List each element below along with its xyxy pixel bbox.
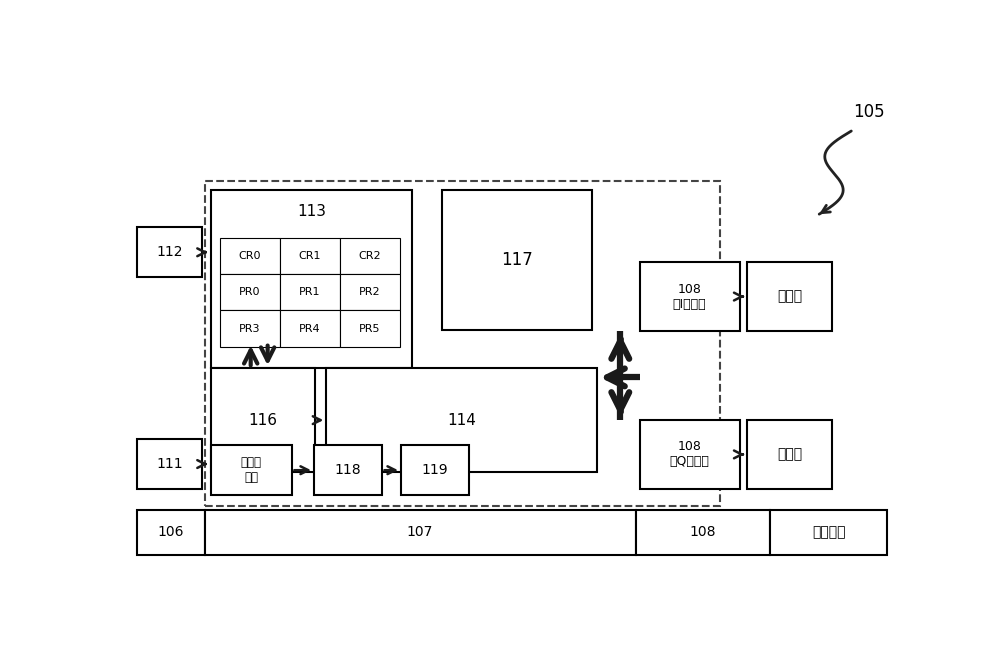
Bar (770, 510, 887, 554)
Bar (280, 310, 340, 347)
Bar (636, 510, 770, 554)
Text: PR4: PR4 (299, 323, 321, 334)
Text: 118: 118 (334, 463, 361, 477)
Text: 107: 107 (407, 525, 433, 539)
Text: CR0: CR0 (239, 251, 261, 261)
Text: PR1: PR1 (299, 288, 321, 297)
Bar (747, 420, 832, 489)
Bar (340, 310, 400, 347)
Bar (137, 510, 205, 554)
Bar (340, 275, 400, 310)
Bar (401, 445, 469, 495)
Text: 滤波器: 滤波器 (777, 289, 802, 304)
Bar (442, 190, 592, 330)
Bar (137, 439, 202, 489)
Text: CR2: CR2 (359, 251, 381, 261)
Bar (640, 262, 740, 331)
Text: 119: 119 (421, 463, 448, 477)
Bar (211, 445, 292, 495)
Text: 116: 116 (248, 413, 277, 428)
Bar (211, 368, 315, 472)
Text: 106: 106 (157, 525, 184, 539)
Bar (280, 275, 340, 310)
Bar (314, 445, 382, 495)
Text: 105: 105 (853, 103, 884, 121)
Text: CR1: CR1 (299, 251, 321, 261)
Bar (205, 181, 720, 506)
Bar (205, 510, 636, 554)
Bar (220, 275, 280, 310)
Bar (747, 262, 832, 331)
Text: 时钟倍
频器: 时钟倍 频器 (241, 456, 262, 484)
Bar (137, 227, 202, 277)
Text: 111: 111 (156, 457, 183, 471)
Text: 114: 114 (447, 413, 476, 428)
Text: 108
（I信道）: 108 （I信道） (673, 282, 706, 311)
Bar (640, 420, 740, 489)
Bar (220, 310, 280, 347)
Bar (220, 238, 280, 275)
Text: PR0: PR0 (239, 288, 261, 297)
Text: PR2: PR2 (359, 288, 381, 297)
Bar (280, 238, 340, 275)
Text: 117: 117 (501, 251, 533, 269)
Bar (211, 190, 412, 368)
Bar (326, 368, 597, 472)
Text: 108: 108 (690, 525, 716, 539)
Text: PR5: PR5 (359, 323, 381, 334)
Text: 112: 112 (156, 245, 183, 260)
Text: PR3: PR3 (239, 323, 261, 334)
Text: 模拟输出: 模拟输出 (812, 525, 846, 539)
Text: 滤波器: 滤波器 (777, 447, 802, 461)
Text: 113: 113 (297, 204, 326, 219)
Text: 108
（Q信道）: 108 （Q信道） (670, 441, 710, 469)
Bar (340, 238, 400, 275)
